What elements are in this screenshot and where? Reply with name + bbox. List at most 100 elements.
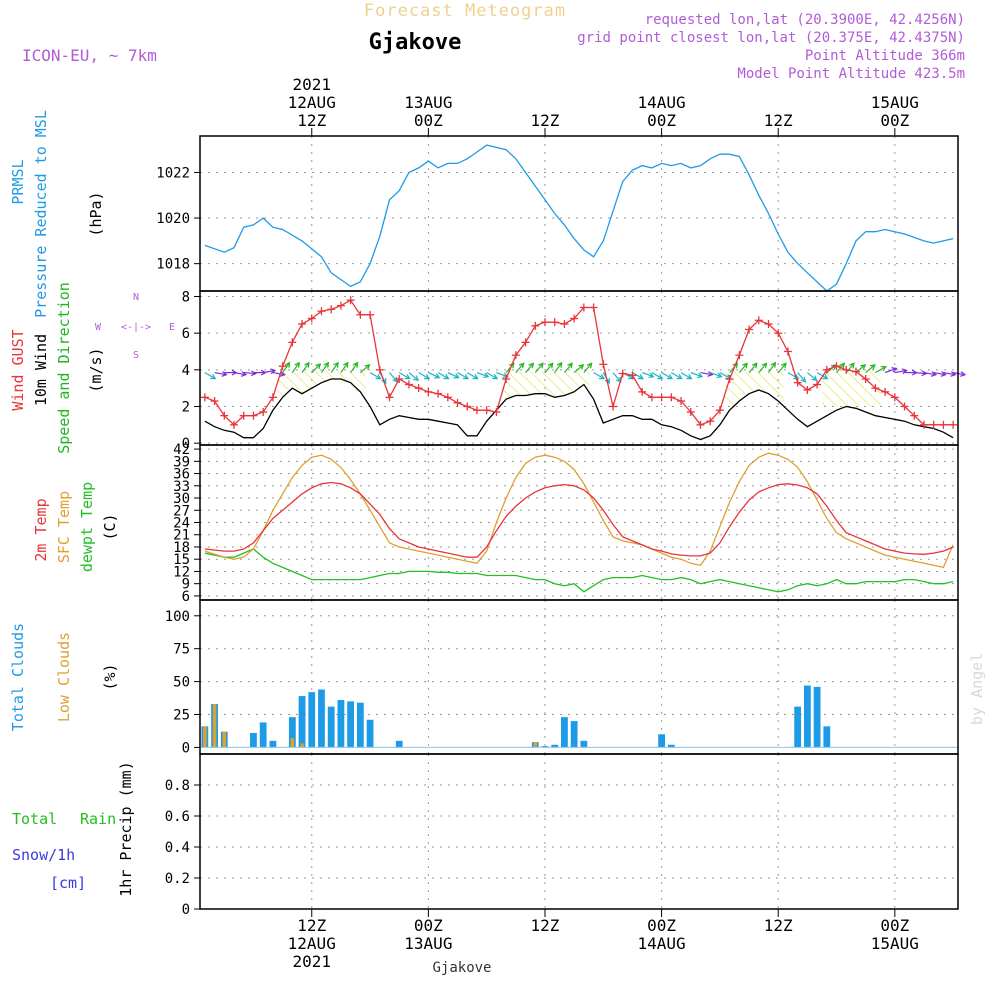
gust-marker (210, 397, 219, 405)
top-time-label: 12AUG (288, 93, 336, 112)
arrow-head (657, 374, 664, 380)
arrow-head (294, 361, 300, 368)
gust-marker (404, 380, 413, 389)
wind-hatch (540, 371, 551, 394)
bottom-time-label: 12Z (297, 916, 326, 935)
ylabel-c: (C) (101, 513, 119, 540)
arrow-shaft (768, 362, 776, 373)
arrow-head (567, 362, 573, 369)
gust-marker (696, 420, 705, 429)
wind-hatch (316, 371, 327, 383)
gust-marker (609, 402, 618, 411)
arrow-shaft (466, 372, 478, 380)
arrow-shaft (437, 372, 449, 380)
arrow-head (676, 374, 683, 380)
arrow-head (343, 361, 349, 368)
wind-direction-arrow (875, 365, 887, 374)
wind-hatch (326, 371, 337, 379)
ylabel-sfc-temp: SFC Temp (55, 491, 73, 563)
compass-s: S (133, 350, 139, 361)
bottom-time-label: 12Z (764, 916, 793, 935)
arrow-shaft (563, 363, 573, 373)
wind-direction-arrow (661, 372, 674, 380)
gust-marker (230, 420, 239, 429)
arrow-shaft (214, 371, 227, 376)
gust-marker (939, 420, 948, 429)
gust-marker (822, 365, 831, 374)
gust-marker (657, 393, 666, 402)
arrow-head (751, 362, 758, 369)
wind-direction-arrow (204, 372, 217, 380)
gust-marker (910, 411, 919, 420)
y-tick-label: 0.8 (165, 778, 190, 794)
gust-marker (667, 393, 676, 402)
ylabel-total-clouds: Total Clouds (9, 623, 27, 731)
gust-marker (647, 393, 656, 402)
low-cloud-bar (533, 742, 538, 748)
wind-hatch (724, 371, 735, 407)
y-tick-label: 0.4 (165, 840, 190, 856)
gust-marker (239, 411, 248, 420)
low-cloud-bar (300, 743, 304, 748)
wind-direction-arrow (418, 372, 431, 380)
arrow-head (364, 364, 371, 370)
location-title: Gjakove (369, 30, 462, 55)
gust-marker (745, 325, 754, 334)
total-cloud-bar (667, 744, 675, 748)
wind-direction-arrow (641, 372, 655, 379)
gust-marker (521, 338, 530, 347)
y-tick-label: 27 (173, 503, 190, 519)
dewpoint-line (204, 548, 954, 593)
gust-marker (861, 375, 870, 383)
arrow-head (950, 371, 957, 377)
arrow-shaft (943, 371, 956, 376)
gust-marker (618, 369, 627, 378)
gust-marker (249, 411, 258, 420)
total-cloud-bar (580, 740, 588, 748)
arrow-head (453, 373, 460, 379)
arrow-head (240, 371, 248, 377)
arrow-head (781, 362, 787, 369)
arrow-head (304, 361, 310, 368)
gust-marker (443, 393, 452, 402)
t2m-line (204, 481, 954, 558)
compass-e: E (169, 322, 175, 333)
total-cloud-bar (288, 717, 296, 748)
wind-direction-arrow (233, 371, 248, 377)
gust-marker (638, 387, 647, 396)
wind-direction-arrow (806, 372, 818, 382)
y-tick-label: 6 (182, 589, 190, 605)
gust-marker (949, 420, 958, 429)
arrow-shaft (641, 372, 654, 378)
wind-direction-arrow (700, 371, 714, 377)
total-cloud-bar (327, 706, 335, 748)
arrow-shaft (243, 371, 256, 375)
y-tick-label: 33 (173, 479, 190, 495)
y-tick-label: 36 (173, 467, 190, 483)
top-time-label: 00Z (880, 111, 909, 130)
legend-cm: [cm] (50, 874, 86, 892)
y-tick-label: 75 (173, 642, 190, 658)
arrow-head (604, 377, 610, 385)
arrow-shaft (457, 372, 469, 380)
arrow-shaft (671, 372, 683, 380)
wind-hatch (831, 371, 842, 407)
wind-hatch (277, 371, 288, 398)
gust-marker (317, 307, 326, 316)
y-tick-label: 30 (173, 491, 190, 507)
arrow-head (839, 362, 846, 369)
arrow-head (598, 374, 606, 380)
model-label: ICON-EU, ~ 7km (22, 46, 157, 65)
arrow-shaft (719, 372, 731, 380)
arrow-shaft (933, 371, 946, 376)
arrow-head (707, 371, 714, 377)
gust-marker (871, 384, 880, 393)
wind-direction-arrow (525, 362, 535, 373)
y-tick-label: 4 (182, 363, 190, 379)
bottom-time-label: 13AUG (404, 934, 452, 953)
wind-hatch (297, 371, 308, 394)
arrow-shaft (953, 371, 966, 376)
wind-hatch (355, 371, 366, 392)
arrow-shaft (738, 363, 748, 373)
